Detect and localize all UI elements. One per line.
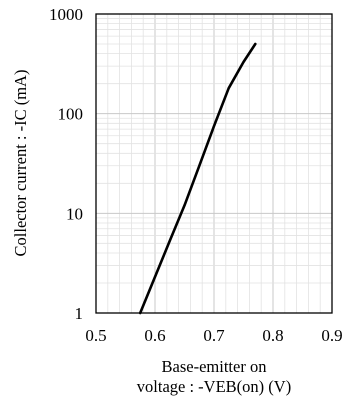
grid-lines — [96, 14, 332, 313]
y-tick-label: 10 — [66, 204, 83, 223]
y-tick-labels: 1 10 100 1000 — [49, 5, 83, 323]
x-axis-label-line-2: voltage : -VEB(on) (V) — [137, 377, 291, 396]
y-tick-label: 1000 — [49, 5, 83, 24]
y-tick-label: 1 — [75, 304, 84, 323]
x-tick-label: 0.5 — [85, 326, 106, 345]
x-tick-label: 0.9 — [321, 326, 342, 345]
series-line — [138, 42, 257, 315]
x-tick-labels: 0.5 0.6 0.7 0.8 0.9 — [85, 326, 342, 345]
x-axis-label-line-1: Base-emitter on — [162, 357, 267, 376]
x-tick-label: 0.8 — [262, 326, 283, 345]
curve-series — [138, 42, 257, 315]
x-tick-label: 0.6 — [144, 326, 165, 345]
x-tick-label: 0.7 — [203, 326, 225, 345]
plot-frame — [95, 13, 333, 314]
y-axis-label: Collector current : -IC (mA) — [11, 70, 30, 257]
y-tick-label: 100 — [58, 105, 84, 124]
